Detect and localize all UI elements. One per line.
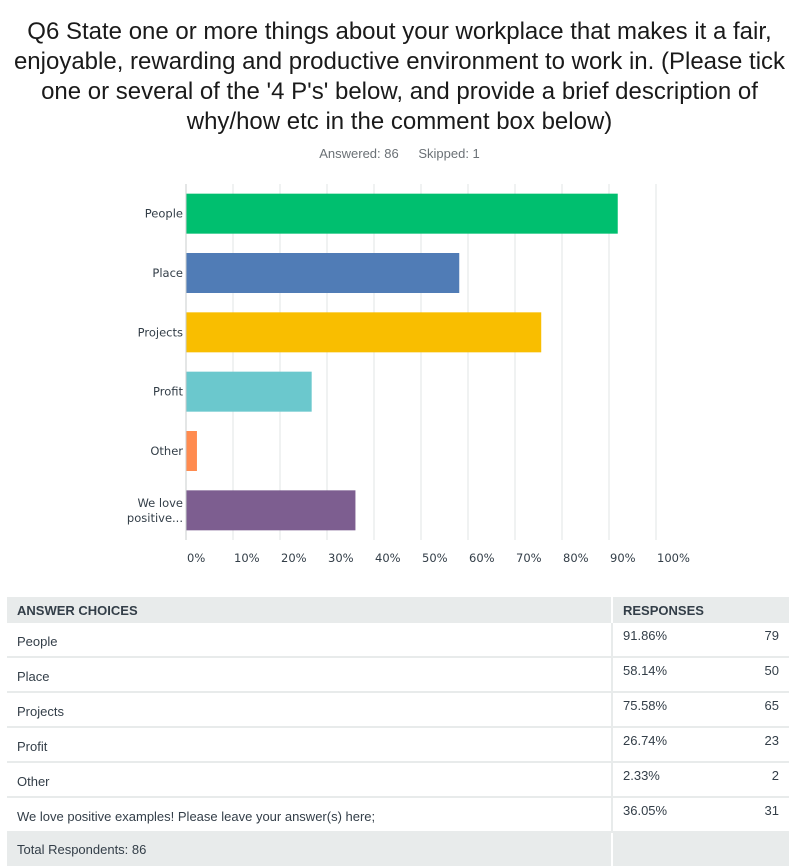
- question-title: Q6 State one or more things about your w…: [13, 18, 786, 135]
- response-percent: 26.74%: [611, 727, 749, 763]
- answered-count: Answered: 86: [319, 146, 399, 161]
- bar-people: [186, 193, 618, 234]
- category-label: We love: [137, 496, 183, 510]
- table-row: People 91.86% 79: [7, 623, 789, 658]
- responses-table: ANSWER CHOICES RESPONSES People 91.86% 79 P…: [7, 597, 789, 866]
- x-tick-label: 30%: [328, 551, 354, 565]
- x-tick-label: 80%: [563, 551, 589, 565]
- category-label: positive...: [127, 511, 183, 525]
- total-respondents: Total Respondents: 86: [7, 832, 612, 866]
- x-tick-label: 10%: [234, 551, 260, 565]
- bar-place: [186, 253, 460, 293]
- x-tick-label: 70%: [516, 551, 542, 565]
- table-row: Place 58.14% 50: [7, 657, 789, 693]
- category-label: Projects: [138, 325, 183, 339]
- x-tick-label: 50%: [422, 551, 448, 565]
- table-row: Profit 26.74% 23: [7, 727, 789, 763]
- total-row: Total Respondents: 86: [7, 832, 789, 866]
- table-body: People 91.86% 79 Place 58.14% 50 Projects 75.58…: [7, 623, 789, 866]
- response-count: 2: [749, 762, 789, 798]
- x-tick-label: 20%: [281, 551, 307, 565]
- header-responses: RESPONSES: [611, 597, 789, 623]
- response-percent: 58.14%: [611, 657, 749, 693]
- bar-other: [186, 431, 197, 471]
- table-row: Other 2.33% 2: [7, 762, 789, 798]
- table-row: Projects 75.58% 65: [7, 692, 789, 728]
- response-percent: 2.33%: [611, 762, 749, 798]
- response-stats: Answered: 86 Skipped: 1: [0, 146, 799, 161]
- bar-positive: [186, 490, 356, 531]
- x-tick-label: 0%: [187, 551, 205, 565]
- response-count: 31: [749, 797, 789, 833]
- table-row: We love positive examples! Please leave …: [7, 797, 789, 833]
- answer-choice: People: [7, 623, 612, 658]
- category-label: People: [145, 207, 183, 221]
- category-label: Place: [152, 266, 183, 280]
- x-tick-label: 60%: [469, 551, 495, 565]
- response-percent: 75.58%: [611, 692, 749, 728]
- response-count: 79: [749, 623, 789, 658]
- answer-choice: Projects: [7, 692, 612, 728]
- x-tick-label: 40%: [375, 551, 401, 565]
- header-answer-choices: ANSWER CHOICES: [7, 597, 612, 623]
- answer-choice: Other: [7, 762, 612, 798]
- response-count: 65: [749, 692, 789, 728]
- x-tick-label: 100%: [657, 551, 690, 565]
- answer-choice: Place: [7, 657, 612, 693]
- table-header-row: ANSWER CHOICES RESPONSES: [7, 597, 789, 623]
- category-label: Other: [150, 444, 183, 458]
- bar-profit: [186, 371, 312, 412]
- x-tick-label: 90%: [610, 551, 636, 565]
- bar-projects: [186, 312, 542, 353]
- answer-choice: Profit: [7, 727, 612, 763]
- skipped-count: Skipped: 1: [418, 146, 480, 161]
- response-percent: 36.05%: [611, 797, 749, 833]
- bar-chart: People Place Projects Profit Other We lovepos…: [127, 184, 690, 565]
- response-count: 23: [749, 727, 789, 763]
- total-empty-cell: [611, 832, 789, 866]
- response-count: 50: [749, 657, 789, 693]
- category-label: Profit: [153, 385, 183, 399]
- response-percent: 91.86%: [611, 623, 749, 658]
- answer-choice: We love positive examples! Please leave …: [7, 797, 612, 833]
